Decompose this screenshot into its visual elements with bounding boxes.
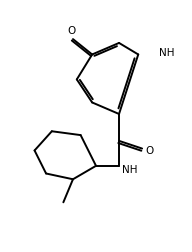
Text: O: O: [67, 26, 75, 36]
Text: NH: NH: [159, 47, 175, 57]
Text: O: O: [145, 145, 153, 155]
Text: NH: NH: [122, 164, 137, 174]
